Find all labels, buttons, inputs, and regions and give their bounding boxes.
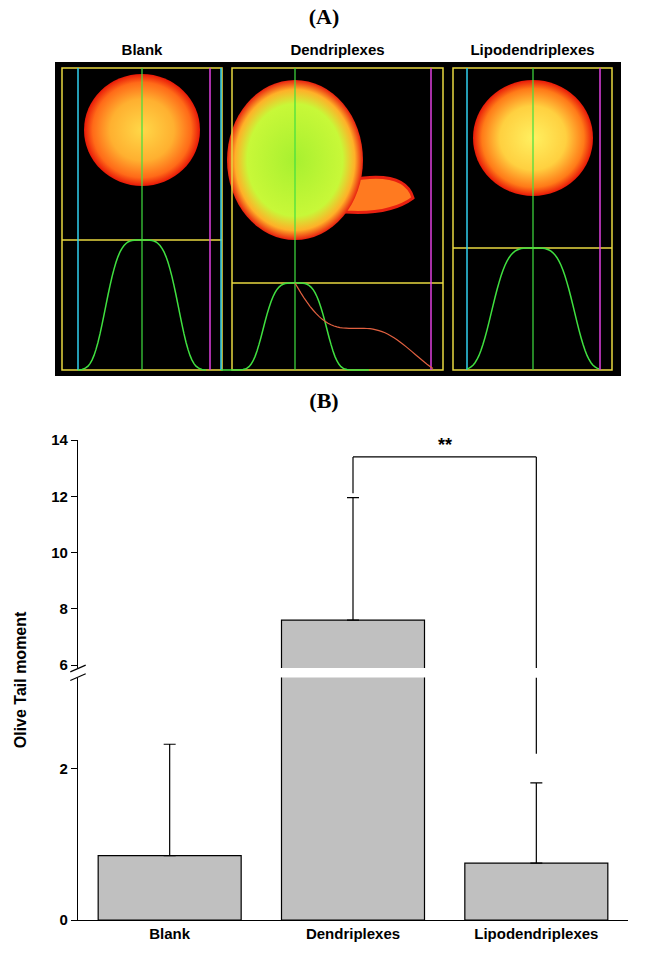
html-text:(B): (B) bbox=[309, 388, 339, 413]
svg-text:Lipodendriplexes: Lipodendriplexes bbox=[474, 925, 598, 942]
svg-text:2: 2 bbox=[60, 760, 68, 777]
svg-text:Dendriplexes: Dendriplexes bbox=[290, 41, 384, 58]
svg-text:Blank: Blank bbox=[122, 41, 164, 58]
svg-text:8: 8 bbox=[60, 600, 68, 617]
svg-text:12: 12 bbox=[51, 488, 68, 505]
svg-text:Olive Tail moment: Olive Tail moment bbox=[12, 611, 29, 748]
svg-text:(A): (A) bbox=[309, 4, 340, 29]
svg-text:0: 0 bbox=[60, 911, 68, 928]
svg-text:**: ** bbox=[438, 435, 452, 455]
svg-text:14: 14 bbox=[51, 431, 68, 448]
svg-text:Blank: Blank bbox=[149, 925, 191, 942]
svg-text:Dendriplexes: Dendriplexes bbox=[306, 925, 400, 942]
svg-text:6: 6 bbox=[60, 656, 68, 673]
svg-text:Lipodendriplexes: Lipodendriplexes bbox=[470, 41, 594, 58]
svg-text:10: 10 bbox=[51, 544, 68, 561]
